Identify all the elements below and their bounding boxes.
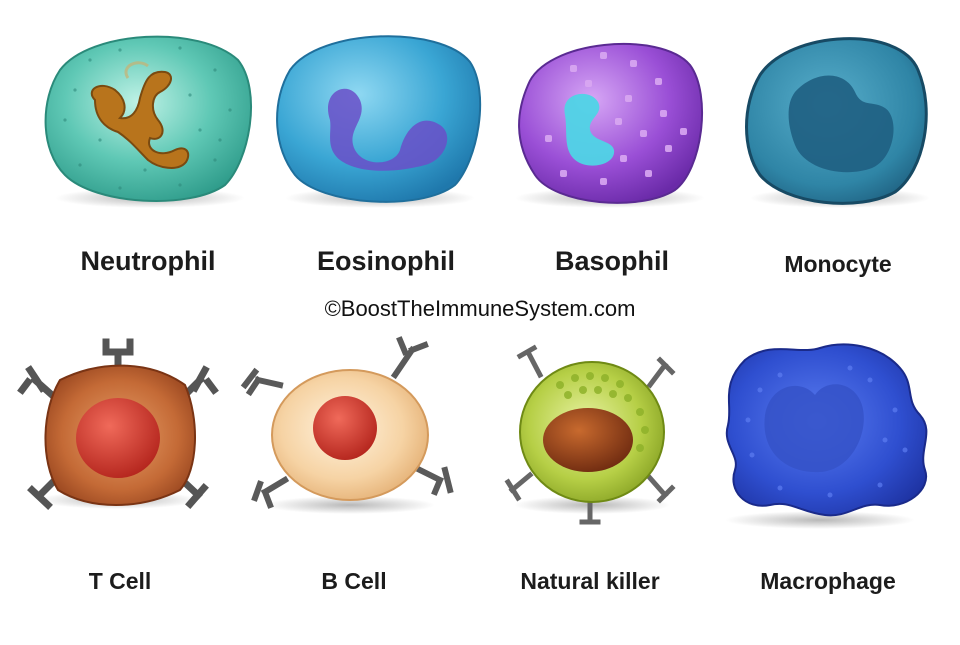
label-eosinophil: Eosinophil bbox=[317, 246, 455, 276]
label-monocyte: Monocyte bbox=[784, 251, 892, 277]
macrophage-cell bbox=[725, 343, 928, 529]
label-macrophage: Macrophage bbox=[760, 568, 896, 594]
monocyte-cell bbox=[745, 37, 930, 208]
t-cell bbox=[17, 338, 219, 510]
label-basophil: Basophil bbox=[554, 246, 670, 276]
basophil-cell bbox=[515, 42, 705, 208]
label-t-cell: T Cell bbox=[88, 568, 152, 594]
eosinophil-cell bbox=[276, 35, 482, 208]
label-natural-killer: Natural killer bbox=[520, 568, 660, 594]
natural-killer-cell bbox=[504, 344, 676, 525]
b-cell bbox=[240, 336, 454, 514]
label-b-cell: B Cell bbox=[321, 568, 387, 594]
credit-text: ©BoostTheImmuneSystem.com bbox=[324, 296, 636, 321]
label-neutrophil: Neutrophil bbox=[80, 246, 216, 276]
neutrophil-cell bbox=[44, 35, 253, 208]
